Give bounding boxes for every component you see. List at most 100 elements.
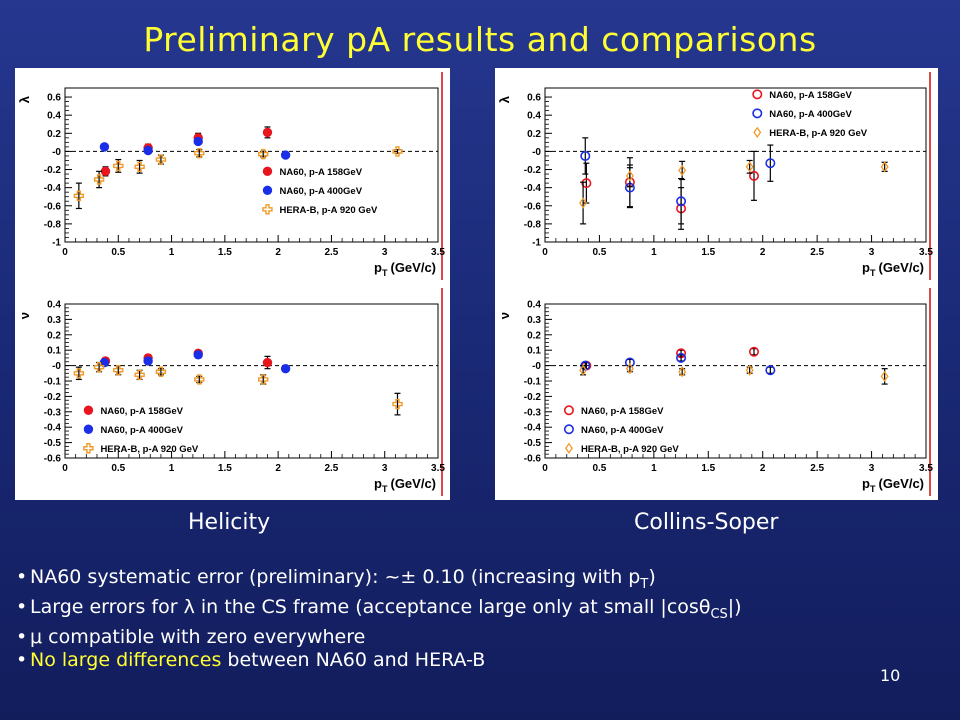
y-tick-label: -0.2: [44, 392, 62, 403]
y-tick-label: -0.6: [524, 454, 542, 465]
data-point: [194, 374, 205, 385]
bullet-text: No large differences: [30, 648, 222, 671]
bullet-list: • NA60 systematic error (preliminary): ~±…: [16, 566, 956, 672]
y-tick-label: -0.1: [44, 377, 62, 388]
x-tick-label: 2.5: [324, 463, 338, 474]
x-tick-label: 2.5: [810, 463, 824, 474]
x-axis-label-sub: T: [870, 268, 876, 278]
y-tick-label: 0.3: [47, 315, 61, 326]
x-axis-label-main: p: [374, 260, 382, 275]
legend-marker: [262, 204, 273, 215]
helicity-label: Helicity: [188, 510, 271, 535]
x-axis-label-unit: (GeV/c): [390, 476, 436, 491]
x-tick-label: 2.5: [810, 247, 824, 258]
data-point: [258, 148, 269, 160]
x-tick-label: 1: [169, 463, 175, 474]
bullet-text: CS: [710, 606, 728, 622]
legend-label: NA60, p-A 158GeV: [279, 167, 362, 178]
data-point: [765, 158, 776, 169]
series-circle: [99, 136, 291, 160]
helicity-panel: -1 -0.8 -0.6 -0.4 -0.2 -0 0.2 0.4 0.6 0 0.5 1 1.5 2 2.…: [15, 68, 450, 500]
cs-nu-chart: -0.6 -0.5 -0.4 -0.3 -0.2 -0.1 -0 0.1 0.2 0.3 0.4 0 0…: [497, 288, 933, 496]
bullet-text: in the CS frame (acceptance large only a…: [194, 595, 699, 618]
legend: NA60, p-A 158GeV NA60, p-A 400GeV HERA-B, …: [563, 405, 679, 455]
bullet-item: • NA60 systematic error (preliminary): ~±…: [16, 566, 956, 596]
data-point: [676, 352, 687, 363]
x-axis-label: pT (GeV/c): [374, 476, 436, 494]
data-point: [581, 178, 592, 189]
y-tick-label: -0.6: [524, 201, 542, 212]
legend-label: HERA-B, p-A 920 GeV: [100, 444, 198, 455]
series-circle: [99, 350, 291, 374]
y-tick-label: -0.3: [44, 407, 62, 418]
x-tick-label: 1: [651, 463, 657, 474]
y-axis-label: ν: [17, 312, 32, 319]
y-tick-label: 0.6: [47, 93, 61, 104]
x-tick-label: 0.5: [592, 463, 606, 474]
y-tick-label: 0.2: [47, 129, 61, 140]
data-point: [193, 350, 203, 360]
x-tick-label: 3.5: [919, 463, 933, 474]
y-axis-label: λ: [497, 95, 512, 103]
collins-soper-panel: -1 -0.8 -0.6 -0.4 -0.2 -0 0.2 0.4 0.6 0 0.5 1 1.5 2 2.…: [495, 68, 938, 500]
legend-label: NA60, p-A 158GeV: [581, 406, 664, 417]
data-point: [880, 370, 889, 383]
data-point: [194, 148, 205, 159]
legend-label: NA60, p-A 158GeV: [769, 90, 852, 101]
y-tick-label: 0.4: [47, 111, 61, 122]
y-tick-label: -0.2: [524, 165, 542, 176]
data-point: [193, 136, 203, 147]
y-tick-label: -0.4: [524, 183, 542, 194]
data-point: [579, 197, 588, 209]
bullet-text: Large errors for: [30, 595, 184, 618]
y-tick-label: -0.8: [524, 219, 542, 230]
data-point: [258, 374, 269, 385]
series-cross: [73, 146, 403, 210]
x-tick-label: 1: [169, 247, 175, 258]
bullet-text: ): [648, 566, 656, 588]
y-tick-label: 0.1: [527, 346, 541, 357]
y-tick-label: -0: [52, 147, 61, 158]
y-tick-label: 0.2: [527, 330, 541, 341]
y-tick-label: 0.6: [527, 93, 541, 104]
data-point: [93, 174, 105, 185]
y-tick-label: 0.2: [527, 129, 541, 140]
data-point: [134, 369, 145, 381]
y-tick-label: -0: [532, 361, 541, 372]
collins-soper-label: Collins-Soper: [634, 510, 779, 535]
legend-marker: [83, 424, 94, 434]
legend-marker: [752, 89, 763, 100]
legend-marker: [752, 108, 763, 119]
legend-label: NA60, p-A 400GeV: [581, 425, 664, 436]
legend-marker: [753, 126, 762, 138]
x-axis-label-sub: T: [870, 484, 876, 494]
x-tick-label: 2: [760, 463, 766, 474]
x-tick-label: 0: [62, 247, 68, 258]
y-tick-label: -0.4: [44, 183, 62, 194]
page-number: 10: [880, 666, 901, 685]
data-point: [262, 127, 273, 138]
legend-marker: [262, 185, 273, 196]
y-tick-label: -0.8: [44, 219, 62, 230]
x-axis-label: pT (GeV/c): [862, 260, 924, 278]
y-tick-label: -1: [52, 238, 61, 249]
series-cross: [73, 361, 403, 416]
y-tick-label: -0.6: [44, 454, 62, 465]
y-tick-label: 0.3: [527, 315, 541, 326]
y-tick-label: -1: [532, 238, 541, 249]
x-tick-label: 1.5: [701, 247, 715, 258]
x-axis-label-main: p: [862, 476, 870, 491]
legend-label: HERA-B, p-A 920 GeV: [279, 205, 377, 216]
data-point: [579, 364, 588, 376]
x-tick-label: 0: [62, 463, 68, 474]
series-diamond: [579, 159, 889, 225]
slide-title: Preliminary pA results and comparisons: [143, 20, 817, 59]
y-tick-label: -0.2: [524, 392, 542, 403]
legend: NA60, p-A 158GeV NA60, p-A 400GeV HERA-B, …: [83, 405, 199, 455]
x-axis-label-main: p: [862, 260, 870, 275]
data-point: [113, 365, 124, 376]
x-tick-label: 0: [542, 247, 548, 258]
data-point: [749, 346, 760, 357]
x-axis-label-unit: (GeV/c): [390, 260, 436, 275]
x-axis-label-unit: (GeV/c): [878, 476, 924, 491]
